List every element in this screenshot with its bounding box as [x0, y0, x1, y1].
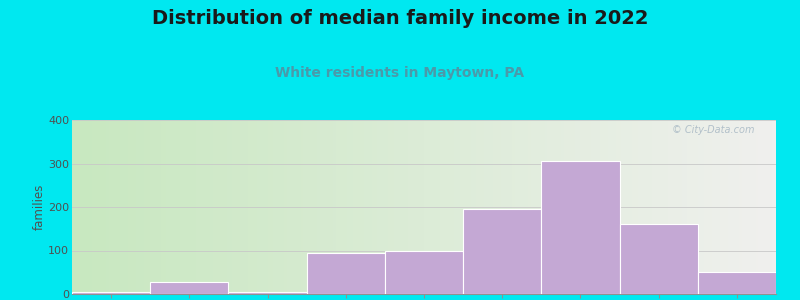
Bar	[229, 292, 306, 294]
Bar	[150, 282, 229, 294]
Bar	[72, 292, 150, 294]
Text: Distribution of median family income in 2022: Distribution of median family income in …	[152, 9, 648, 28]
Bar	[463, 209, 542, 294]
Text: White residents in Maytown, PA: White residents in Maytown, PA	[275, 66, 525, 80]
Bar	[619, 224, 698, 294]
Bar	[385, 250, 463, 294]
Bar	[306, 253, 385, 294]
Bar	[542, 161, 619, 294]
Bar	[698, 272, 776, 294]
Y-axis label: families: families	[32, 184, 46, 230]
Text: © City-Data.com: © City-Data.com	[672, 125, 755, 135]
